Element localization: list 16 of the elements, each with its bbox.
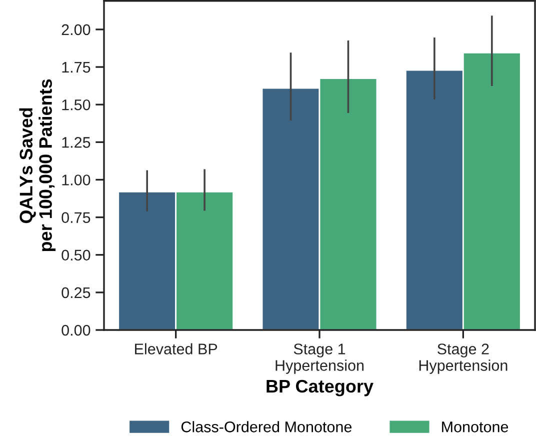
y-axis-title: QALYs Saved per 100,000 Patients — [19, 79, 56, 252]
x-axis-title: BP Category — [266, 380, 374, 396]
legend-label: Class-Ordered Monotone — [181, 421, 352, 432]
y-tick-label: 0.50 — [62, 250, 90, 261]
y-tick-label: 1.50 — [62, 99, 90, 110]
y-tick-label: 1.00 — [62, 174, 90, 186]
y-tick-label: 1.25 — [62, 137, 90, 148]
legend-label: Monotone — [442, 422, 508, 432]
y-tick-label: 0.00 — [62, 324, 90, 336]
x-tick-label: Stage 1 Hypertension — [276, 344, 364, 374]
y-tick-label: 1.75 — [62, 62, 90, 73]
x-tick-label: Elevated BP — [135, 343, 218, 354]
x-tick-label: Stage 2 Hypertension — [419, 344, 508, 374]
y-tick-label: 2.00 — [62, 24, 90, 36]
y-tick-label: 0.25 — [62, 287, 90, 298]
y-tick-label: 0.75 — [62, 212, 90, 223]
